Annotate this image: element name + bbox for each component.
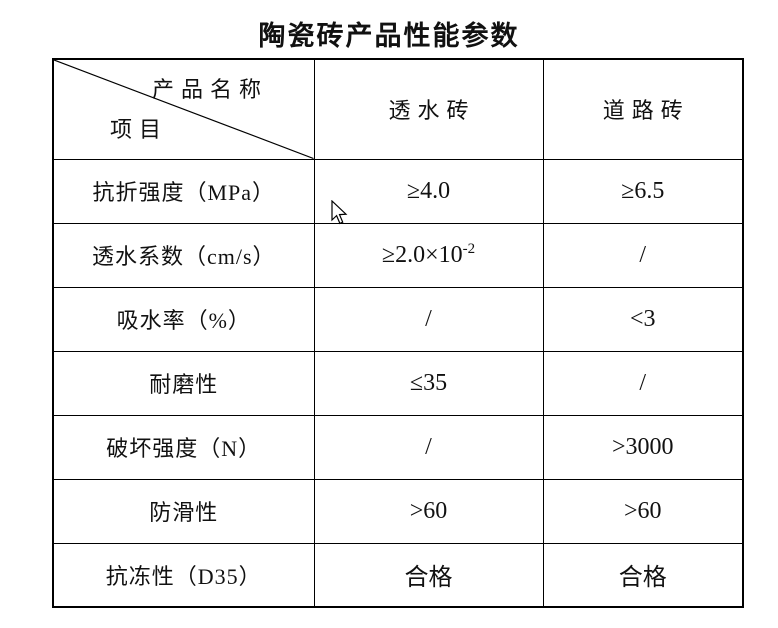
table-row-frost-resistance: 抗冻性（D35） 合格 合格: [52, 542, 744, 608]
cell-value: <3: [542, 286, 744, 352]
value-exponent: -2: [462, 241, 476, 257]
cell-value: /: [313, 286, 544, 352]
cell-value: ≥6.5: [542, 158, 744, 224]
row-label: 透水系数（cm/s）: [52, 222, 315, 288]
cell-value: ≥4.0: [313, 158, 544, 224]
column-header-permeable-brick: 透水砖: [313, 58, 544, 160]
cell-value: ≤35: [313, 350, 544, 416]
cell-value: >60: [313, 478, 544, 544]
corner-header-cell: 产品名称 项目: [52, 58, 315, 160]
row-label: 破坏强度（N）: [52, 414, 315, 480]
table-header-row: 产品名称 项目 透水砖 道路砖: [52, 58, 744, 160]
row-label: 吸水率（%）: [52, 286, 315, 352]
diagonal-divider-line: [54, 60, 314, 159]
table-row-permeability-coefficient: 透水系数（cm/s） ≥2.0×10-2 /: [52, 222, 744, 288]
table-row-flexural-strength: 抗折强度（MPa） ≥4.0 ≥6.5: [52, 158, 744, 224]
row-label: 抗折强度（MPa）: [52, 158, 315, 224]
row-label: 抗冻性（D35）: [52, 542, 315, 608]
cell-value: >60: [542, 478, 744, 544]
cell-value: /: [313, 414, 544, 480]
row-label: 防滑性: [52, 478, 315, 544]
page-title: 陶瓷砖产品性能参数: [258, 21, 520, 51]
table-row-water-absorption: 吸水率（%） / <3: [52, 286, 744, 352]
cell-value: >3000: [542, 414, 744, 480]
table-row-slip-resistance: 防滑性 >60 >60: [52, 478, 744, 544]
cell-value: ≥2.0×10-2: [313, 222, 544, 288]
row-label: 耐磨性: [52, 350, 315, 416]
table-row-wear-resistance: 耐磨性 ≤35 /: [52, 350, 744, 416]
value-base: ≥2.0×10: [381, 242, 463, 268]
cell-value: /: [542, 222, 744, 288]
cell-value: /: [542, 350, 744, 416]
corner-bottom-label: 项目: [110, 117, 169, 142]
cell-value: 合格: [542, 542, 744, 608]
column-header-road-brick: 道路砖: [542, 58, 744, 160]
cell-value: 合格: [313, 542, 544, 608]
table-row-breaking-strength: 破坏强度（N） / >3000: [52, 414, 744, 480]
performance-table: 产品名称 项目 透水砖 道路砖 抗折强度（MPa） ≥4.0 ≥6.5 透水系数…: [52, 58, 744, 608]
corner-top-label: 产品名称: [152, 77, 269, 102]
